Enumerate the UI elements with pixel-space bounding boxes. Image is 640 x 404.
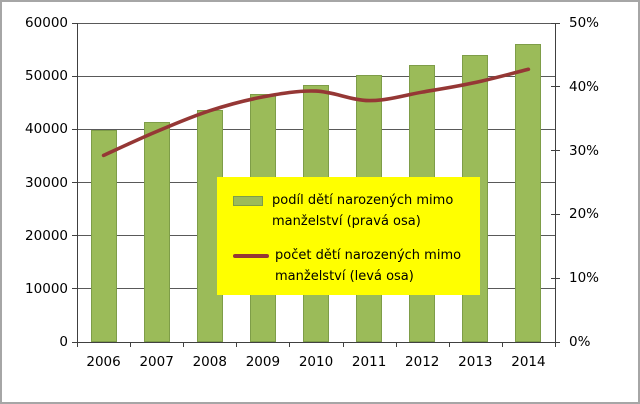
chart-legend: podíl dětí narozených mimo manželství (p…: [217, 177, 480, 295]
x-axis-tick: [289, 342, 291, 347]
left-axis-tick: [72, 22, 77, 24]
x-axis-line: [77, 341, 556, 343]
legend-label-bar-series: podíl dětí narozených mimo manželství (p…: [272, 193, 454, 229]
x-axis-category-label: 2006: [86, 354, 121, 370]
right-axis-tick-label: 40%: [569, 78, 600, 95]
left-axis-tick: [72, 288, 77, 290]
right-axis-line: [555, 23, 556, 342]
x-axis-tick: [395, 342, 397, 347]
line-series-path: [101, 67, 531, 158]
left-axis-tick-label: 50000: [25, 68, 68, 85]
right-axis-tick: [551, 86, 560, 88]
x-axis-category-label: 2013: [458, 354, 493, 370]
x-axis-category-label: 2007: [139, 354, 174, 370]
right-axis-tick: [551, 277, 560, 279]
bar-series-swatch-icon: [233, 196, 263, 206]
right-axis-tick: [551, 22, 560, 24]
x-axis-tick: [501, 342, 503, 347]
left-axis-tick: [72, 128, 77, 130]
legend-label-line-series: počet dětí narozených mimo manželství (l…: [275, 248, 462, 284]
left-axis-tick-label: 60000: [25, 15, 68, 31]
left-axis-tick-label: 20000: [25, 227, 68, 244]
legend-item-bar-series: podíl dětí narozených mimo manželství (p…: [233, 190, 480, 232]
legend-item-line-series: počet dětí narozených mimo manželství (l…: [233, 245, 480, 287]
bar-2014: [515, 44, 542, 342]
bar-2006: [90, 129, 117, 342]
right-axis-tick-label: 20%: [569, 206, 600, 223]
x-axis-category-label: 2010: [298, 354, 334, 370]
right-axis-tick: [551, 213, 560, 215]
x-axis-category-label: 2012: [405, 354, 440, 370]
left-axis-tick: [72, 75, 77, 77]
left-axis-tick-label: 10000: [25, 280, 68, 297]
right-axis-tick: [551, 150, 560, 152]
right-axis-tick-label: 10%: [569, 270, 600, 287]
gridline: [77, 22, 555, 24]
gridline: [77, 75, 555, 77]
left-axis-tick: [72, 235, 77, 237]
left-axis-line: [77, 23, 78, 342]
left-axis-tick-label: 0: [59, 334, 68, 350]
x-axis-category-label: 2011: [351, 354, 387, 370]
x-axis-tick: [555, 342, 556, 347]
right-axis-tick-label: 30%: [569, 142, 600, 159]
x-axis-tick: [183, 342, 185, 347]
x-axis-tick: [77, 342, 78, 347]
line-series: [101, 67, 531, 158]
x-axis-category-label: 2008: [192, 354, 227, 370]
left-axis-tick-label: 30000: [25, 174, 68, 191]
left-axis-tick-label: 40000: [25, 121, 68, 138]
left-axis-tick: [72, 341, 77, 343]
x-axis-category-label: 2014: [511, 354, 546, 370]
right-axis-tick-label: 50%: [569, 15, 600, 31]
x-axis-tick: [448, 342, 450, 347]
bar-2007: [143, 121, 170, 342]
line-series-swatch-icon: [233, 254, 269, 258]
x-axis-category-label: 2009: [245, 354, 281, 370]
x-axis-tick: [130, 342, 132, 347]
x-axis-tick: [236, 342, 238, 347]
left-axis-tick: [72, 182, 77, 183]
x-axis-tick: [342, 342, 344, 347]
right-axis-tick-label: 0%: [569, 334, 591, 350]
